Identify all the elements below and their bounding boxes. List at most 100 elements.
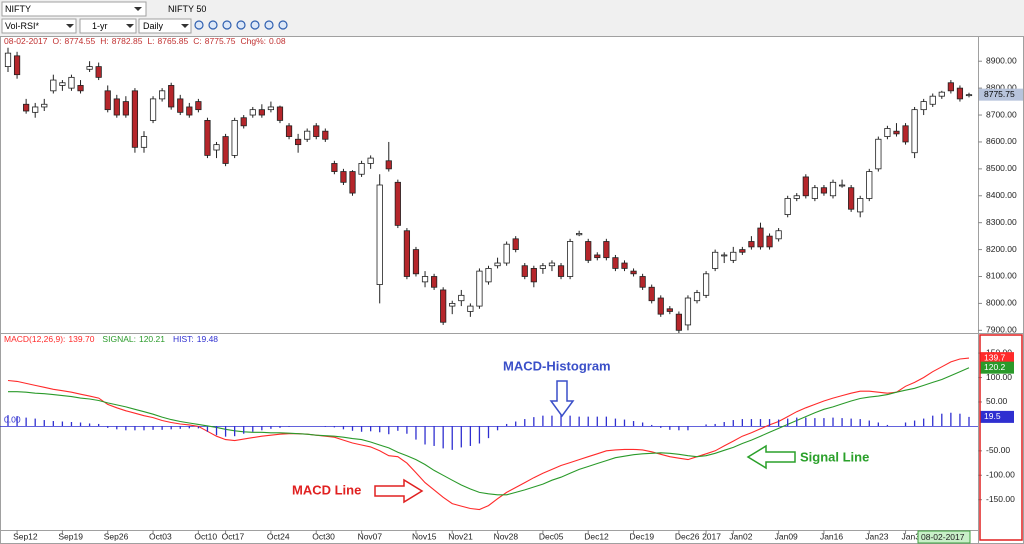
x-tick-label: Sep26 [104, 531, 129, 541]
y-tick-label: 8300.00 [986, 217, 1017, 227]
x-tick-label: Oct17 [222, 531, 245, 541]
candle-body [757, 227, 764, 248]
candle-body [557, 265, 565, 277]
candle-body [95, 66, 102, 78]
x-tick-label: Oct30 [312, 531, 335, 541]
candle-body [947, 82, 954, 92]
x-tick-label: Oct10 [194, 531, 217, 541]
macd-panel: -150.00-100.00-50.0050.00100.00150.000.0… [0, 334, 1015, 511]
candle-body [775, 230, 782, 240]
period-combo[interactable] [79, 18, 137, 34]
y-tick-label: 50.00 [986, 396, 1008, 406]
zoom-right[interactable] [250, 20, 260, 30]
y-tick-label: 8000.00 [986, 298, 1017, 308]
candle-body [648, 286, 655, 302]
candle-body [113, 98, 120, 116]
zoom-reset[interactable] [264, 20, 274, 30]
zoom-all[interactable] [278, 20, 288, 30]
annotation: MACD-Histogram [503, 358, 611, 373]
interval-combo[interactable] [138, 18, 192, 34]
cursor-date-box [917, 530, 971, 544]
candle-body [68, 76, 75, 89]
dropdown-arrow [126, 24, 134, 28]
indicator-combo[interactable] [1, 18, 77, 34]
candle-body [77, 85, 84, 92]
x-tick-label: Nov07 [358, 531, 383, 541]
candle-body [811, 187, 818, 199]
series-name: MACD(12,26,9): [4, 334, 65, 344]
ohlc-label: H: [100, 36, 109, 46]
candle-body [802, 176, 809, 197]
y-tick-label: 8900.00 [986, 55, 1017, 65]
zoom-left[interactable] [236, 20, 246, 30]
candle-body [304, 130, 311, 140]
candle-body [702, 273, 710, 296]
y-tick-label: 8800.00 [986, 82, 1017, 92]
candle-body [829, 181, 837, 197]
zoom-in[interactable] [194, 20, 204, 30]
candle-body [195, 101, 202, 111]
candle-body [721, 254, 728, 257]
y-tick-label: -50.00 [986, 445, 1010, 455]
candle-body [23, 103, 30, 112]
zoom-fit[interactable] [222, 20, 232, 30]
candle-body [440, 289, 447, 323]
x-tick-label: Jan30 [902, 531, 925, 541]
candle-body [857, 198, 864, 213]
candle-body [576, 233, 583, 236]
y-tick-label: 100.00 [986, 372, 1012, 382]
candle-body [675, 313, 682, 331]
series-name: SIGNAL: [102, 334, 136, 344]
x-tick-label: Sep19 [58, 531, 83, 541]
macd-line [7, 357, 970, 511]
candle-body [41, 103, 48, 108]
dropdown-arrow [134, 7, 142, 11]
x-tick-label: Nov21 [448, 531, 473, 541]
candle-body [594, 254, 601, 259]
candle-body [285, 125, 293, 137]
zoom-tools [194, 20, 288, 30]
candle-body [603, 241, 610, 259]
ohlc-value: 8775.75 [205, 36, 236, 46]
y-tick-label: -150.00 [986, 494, 1015, 504]
x-tick-label: Nov15 [412, 531, 437, 541]
ohlc-value: 8774.55 [64, 36, 95, 46]
symbol-name: NIFTY 50 [168, 4, 206, 14]
x-tick-label: Dec05 [539, 531, 564, 541]
signal-arrow [746, 444, 796, 470]
candle-body [376, 184, 383, 285]
candle-body [267, 106, 275, 111]
candle-body [612, 257, 619, 269]
annotation: MACD Line [292, 482, 361, 497]
symbol-combo[interactable] [1, 1, 147, 17]
candle-body [684, 297, 692, 326]
ohlc-value: 8782.85 [112, 36, 143, 46]
header-date: 08-02-2017 [4, 36, 48, 46]
candle-body [485, 268, 492, 283]
zoom-out[interactable] [208, 20, 218, 30]
y-tick-label: -100.00 [986, 470, 1015, 480]
candle-body [140, 136, 148, 148]
x-tick-label: Jan16 [820, 531, 843, 541]
y-tick-label: 8200.00 [986, 244, 1017, 254]
candle-body [712, 251, 719, 269]
candle-body [331, 163, 338, 172]
change-label: Chg%: [241, 36, 267, 46]
x-tick-label: Dec12 [584, 531, 609, 541]
x-tick-label: Nov28 [494, 531, 519, 541]
candle-body [911, 109, 918, 154]
candle-body [104, 90, 111, 111]
y-tick-label: 8600.00 [986, 136, 1017, 146]
candle-body [503, 243, 510, 264]
candle-body [938, 91, 945, 97]
candle-body [213, 144, 220, 151]
candle-body [530, 268, 537, 283]
candle-body [539, 265, 546, 269]
candle-body [86, 66, 93, 70]
candle-body [512, 238, 519, 250]
candle-body [186, 106, 193, 116]
ohlc-label: C: [193, 36, 202, 46]
candle-body [4, 52, 12, 67]
candle-body [403, 230, 411, 277]
